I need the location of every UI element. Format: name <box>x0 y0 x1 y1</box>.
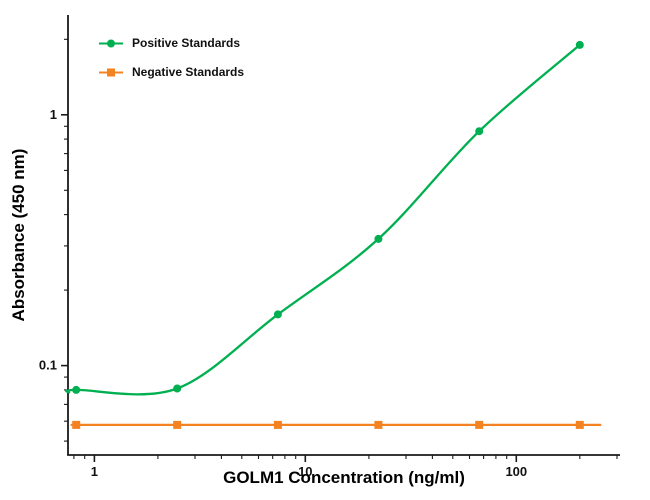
y-axis-title: Absorbance (450 nm) <box>9 148 28 322</box>
data-point-marker-1 <box>575 420 584 429</box>
chart-legend: Positive Standards Negative Standards <box>98 36 244 79</box>
legend-item-positive-standards: Positive Standards <box>98 36 244 50</box>
series-line-0 <box>65 43 581 396</box>
data-point-marker-1 <box>72 420 81 429</box>
data-point-marker-0 <box>374 234 383 243</box>
x-tick-label: 10 <box>298 464 312 479</box>
data-point-marker-0 <box>575 40 584 49</box>
x-tick-label: 100 <box>505 464 527 479</box>
data-point-marker-0 <box>72 385 81 394</box>
data-point-marker-0 <box>173 384 182 393</box>
data-point-marker-1 <box>173 420 182 429</box>
data-point-marker-1 <box>374 420 383 429</box>
legend-label-negative: Negative Standards <box>132 65 245 79</box>
legend-item-negative-standards: Negative Standards <box>98 65 244 79</box>
legend-label-positive: Positive Standards <box>132 36 241 50</box>
x-tick-label: 1 <box>91 464 98 479</box>
y-tick-label: 0.1 <box>39 358 57 373</box>
y-tick-label: 1 <box>50 107 57 122</box>
data-point-marker-0 <box>475 127 484 136</box>
data-point-marker-1 <box>273 420 282 429</box>
positive-standards-marker-icon <box>98 37 124 50</box>
data-point-marker-0 <box>273 310 282 319</box>
x-axis-title: GOLM1 Concentration (ng/ml) <box>223 468 465 487</box>
data-point-marker-1 <box>475 420 484 429</box>
negative-standards-marker-icon <box>98 66 124 79</box>
